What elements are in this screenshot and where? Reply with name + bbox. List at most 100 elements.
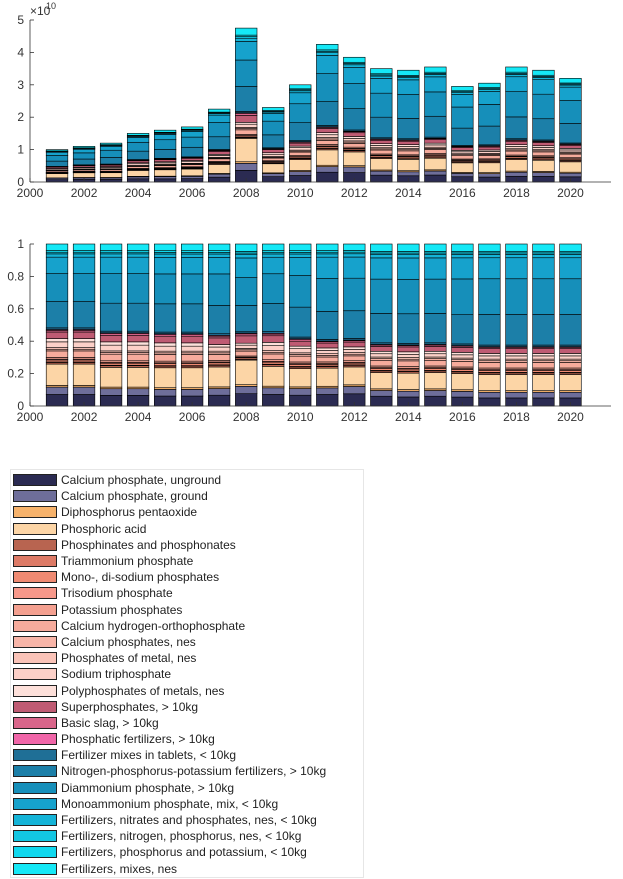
bar-segment (289, 122, 312, 141)
bar-segment (181, 303, 204, 333)
bar-segment (559, 153, 582, 158)
bar-2004 (126, 243, 150, 407)
charts-canvas: 2000 2002 2004 2006 2008 2010 2012 2014 2016 2018… (7, 1, 611, 424)
bar-segment (424, 395, 447, 407)
bar-segment (478, 391, 501, 399)
legend-item: Superphosphates, > 10kg (11, 699, 363, 715)
bar-segment (397, 77, 420, 81)
bar-segment (208, 176, 231, 183)
bar-segment (154, 134, 177, 141)
bar-segment (478, 257, 501, 280)
bar-2013 (370, 243, 393, 407)
bar-segment (99, 243, 123, 251)
bar-segment (154, 129, 177, 133)
legend-label: Fertilizers, nitrogen, phosphorus, nes, … (61, 829, 302, 844)
legend-label: Diphosphorus pentaoxide (61, 505, 198, 520)
bar-segment (505, 150, 528, 156)
bar-segment (126, 170, 150, 177)
bar-segment (45, 151, 69, 156)
bar-segment (370, 149, 393, 155)
bar-segment (99, 149, 123, 158)
bar-segment (181, 342, 204, 347)
y-multiplier-label: ×10 (30, 4, 51, 18)
bar-segment (532, 176, 555, 183)
legend-swatch (13, 814, 57, 827)
bar-2006 (181, 126, 204, 183)
bar-segment (45, 386, 69, 395)
bar-segment (343, 56, 366, 63)
legend-swatch (13, 700, 57, 713)
bar-segment (316, 166, 339, 173)
bar-segment (154, 159, 177, 163)
bar-segment (235, 41, 258, 61)
x-tick-label: 2018 (503, 186, 530, 200)
legend-item: Phosphatic fertilizers, > 10kg (11, 731, 363, 747)
bar-segment (316, 367, 339, 387)
bar-segment (343, 349, 366, 353)
bar-segment (559, 78, 582, 84)
bar-segment (424, 243, 447, 252)
y-tick-label: 0 (17, 399, 24, 413)
bar-segment (424, 74, 447, 78)
legend-swatch (13, 538, 57, 551)
bar-segment (397, 140, 420, 145)
legend-swatch (13, 571, 57, 584)
bar-2008 (235, 27, 258, 183)
bar-segment (126, 243, 150, 251)
bar-segment (505, 91, 528, 118)
bar-segment (235, 59, 258, 87)
bar-segment (343, 83, 366, 109)
bar-segment (45, 394, 69, 407)
bar-segment (154, 243, 177, 251)
bar-segment (370, 78, 393, 94)
bar-segment (208, 273, 231, 306)
bar-segment (505, 140, 528, 145)
bar-segment (370, 243, 393, 252)
bar-segment (532, 257, 555, 280)
bar-segment (397, 69, 420, 76)
bar-segment (72, 350, 96, 358)
bar-segment (208, 394, 231, 407)
bar-segment (478, 82, 501, 88)
legend-swatch (13, 781, 57, 794)
bar-segment (45, 160, 69, 167)
bar-segment (451, 354, 474, 359)
bar-segment (181, 345, 204, 352)
bar-segment (208, 114, 231, 123)
bar-2007 (208, 108, 231, 183)
bar-segment (262, 353, 285, 361)
bar-2003 (99, 142, 123, 183)
bar-2007 (208, 243, 231, 407)
bar-segment (316, 311, 339, 340)
bar-segment (235, 129, 258, 135)
bar-segment (289, 151, 312, 156)
legend-item: Mono-, di-sodium phosphates (11, 569, 363, 585)
bar-segment (397, 171, 420, 177)
bar-segment (559, 100, 582, 124)
bar-segment (343, 64, 366, 68)
bar-segment (370, 116, 393, 139)
bar-segment (126, 166, 150, 169)
bar-segment (559, 257, 582, 280)
bar-2002 (72, 243, 96, 407)
bar-segment (181, 256, 204, 275)
bar-segment (208, 344, 231, 348)
legend-item: Diphosphorus pentaoxide (11, 504, 363, 520)
bar-segment (154, 165, 177, 168)
bar-segment (451, 147, 474, 151)
bar-segment (289, 340, 312, 347)
bar-segment (235, 350, 258, 357)
bar-segment (451, 352, 474, 356)
bar-segment (126, 273, 150, 304)
legend-label: Potassium phosphates (61, 602, 183, 617)
bar-segment (559, 348, 582, 354)
y-tick-label: 0 (17, 175, 24, 189)
bar-segment (343, 132, 366, 137)
bar-segment (370, 92, 393, 118)
bar-segment (316, 128, 339, 133)
bar-segment (532, 69, 555, 76)
bar-segment (424, 144, 447, 148)
bar-segment (316, 149, 339, 166)
bar-segment (126, 353, 150, 362)
bar-segment (72, 363, 96, 386)
